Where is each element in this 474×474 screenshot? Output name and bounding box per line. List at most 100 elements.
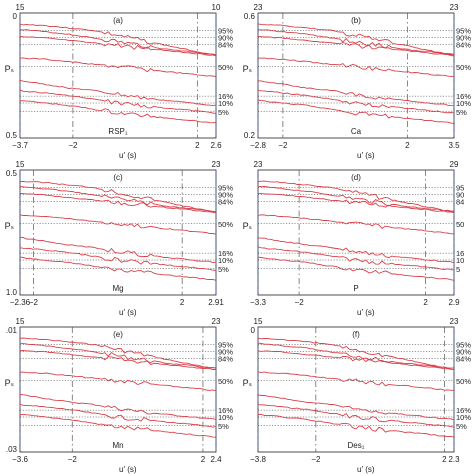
- y-tick-bottom: 0.5: [6, 131, 18, 140]
- pct-label-90: 90%: [218, 190, 233, 199]
- pct-label-10: 10%: [218, 256, 233, 265]
- y-tick-bottom: 1.0: [6, 288, 18, 297]
- top-tick-right: 23: [450, 3, 459, 12]
- top-tick-right: 23: [212, 317, 221, 326]
- series-name: Ca: [351, 127, 362, 136]
- y-axis-label: Pₛ: [5, 378, 14, 388]
- pct-label-5: 5%: [218, 265, 229, 274]
- pct-label-10: 10%: [218, 99, 233, 108]
- percentile-curve: [19, 214, 217, 235]
- panel-label: (d): [351, 173, 361, 182]
- percentile-curve: [257, 29, 455, 55]
- x-tick-1: −2: [311, 455, 321, 464]
- pct-label-95: 95%: [456, 27, 471, 36]
- percentile-curve: [19, 180, 217, 213]
- y-tick-top: 0.6: [244, 12, 256, 21]
- y-axis-label: Pₛ: [243, 64, 252, 74]
- pct-label-16: 16: [456, 249, 464, 258]
- x-tick-3: 3.5: [448, 141, 460, 150]
- panel-c: 15 23 (c) Mg 0.5 1.0 Pₛ −2.36 −2 2 2.91 …: [5, 160, 234, 317]
- y-tick-bottom: .03: [6, 445, 18, 454]
- x-tick-0: −3.7: [12, 141, 28, 150]
- percentile-curve: [257, 237, 455, 264]
- pct-label-95: 95%: [456, 341, 471, 350]
- x-tick-2: 2: [201, 455, 206, 464]
- pct-label-16: 16%: [218, 92, 233, 101]
- pct-label-5: 5%: [456, 108, 467, 117]
- series-name: Des₁: [348, 441, 365, 450]
- percentile-curve: [19, 371, 217, 392]
- percentile-curve: [257, 371, 455, 392]
- x-tick-2: 2: [180, 298, 185, 307]
- percentile-curve: [19, 256, 217, 281]
- percentile-curve: [257, 185, 455, 212]
- percentile-curve: [19, 337, 216, 370]
- x-tick-1: −2: [278, 141, 288, 150]
- percentile-curve: [257, 89, 455, 114]
- percentile-curve: [257, 256, 455, 281]
- series-name: Mn: [112, 441, 123, 450]
- x-tick-3: 2.9: [448, 298, 460, 307]
- x-tick-2: 2: [405, 141, 410, 150]
- x-tick-0: −3.6: [12, 455, 28, 464]
- top-tick-left: 15: [16, 160, 25, 169]
- percentile-curve: [19, 236, 217, 264]
- x-tick-1: −2: [68, 141, 78, 150]
- pct-label-90: 90%: [456, 347, 471, 356]
- x-tick-0: −2.36: [10, 298, 31, 307]
- top-tick-left: 23: [254, 3, 263, 12]
- percentile-curve: [257, 394, 455, 421]
- percentile-curve: [257, 337, 455, 370]
- panel-frame: [19, 326, 217, 453]
- top-tick-left: 23: [254, 160, 263, 169]
- y-tick-top: .01: [6, 326, 18, 335]
- pct-label-84: 84%: [456, 354, 471, 363]
- percentile-curve: [19, 403, 217, 428]
- top-tick-left: 15: [16, 3, 25, 12]
- x-axis-label: u′ (s): [119, 151, 137, 160]
- series-name: Mg: [112, 284, 123, 293]
- y-tick-top: 0: [251, 326, 256, 335]
- pct-label-16: 16%: [218, 406, 233, 415]
- panel-label: (b): [351, 16, 361, 25]
- percentile-curve: [19, 393, 217, 420]
- percentile-curve: [19, 100, 217, 124]
- percentile-curve: [257, 180, 455, 213]
- y-axis-label: Pₛ: [243, 221, 252, 231]
- percentile-curve: [257, 413, 455, 438]
- x-axis-label: u′ (s): [357, 308, 375, 317]
- panel-b: 23 23 (b) Ca 0.6 0.2 Pₛ −2.8 −2 2 3.5 u′…: [243, 3, 472, 160]
- pct-label-10: 10: [456, 256, 464, 265]
- pct-label-5: 5%: [218, 422, 229, 431]
- pct-label-50: 50%: [456, 63, 471, 72]
- pct-label-10: 10%: [456, 99, 471, 108]
- percentile-curve: [19, 29, 217, 56]
- panel-frame: [257, 326, 455, 453]
- pct-label-90: 90: [456, 190, 464, 199]
- x-tick-1: −2: [68, 455, 78, 464]
- pct-label-50: 50%: [218, 377, 233, 386]
- panel-f: 15 23 (f) Des₁ 0 Pₛ −3.8 −2 2 2.3 u′ (s)…: [243, 317, 472, 474]
- series-name: RSP₁: [108, 127, 127, 136]
- x-tick-0: −2.8: [250, 141, 266, 150]
- y-axis-label: Pₛ: [5, 64, 14, 74]
- pct-label-10: 10%: [456, 413, 471, 422]
- x-tick-1: −2: [29, 298, 39, 307]
- x-axis-label: u′ (s): [357, 465, 375, 474]
- y-axis-label: Pₛ: [243, 378, 252, 388]
- panel-a: 15 10 (a) RSP₁ 0 0.5 Pₛ −3.7 −2 2 2.6 u′…: [5, 3, 234, 160]
- x-tick-3: 2.91: [208, 298, 224, 307]
- x-tick-3: 2.3: [448, 455, 460, 464]
- percentile-curve: [19, 185, 217, 212]
- pct-label-10: 10%: [218, 413, 233, 422]
- pct-label-50: 50%: [218, 220, 233, 229]
- x-tick-3: 2.4: [210, 455, 222, 464]
- percentile-curve: [19, 79, 217, 107]
- pct-label-95: 95%: [218, 184, 233, 193]
- pct-label-50: 50%: [218, 63, 233, 72]
- percentile-curve: [257, 246, 455, 271]
- y-tick-top: 0.5: [6, 169, 18, 178]
- pct-label-84: 84%: [218, 354, 233, 363]
- panel-e: 15 23 (e) Mn .01 .03 Pₛ −3.6 −2 2 2.4 u′…: [5, 317, 234, 474]
- y-axis-label: Pₛ: [5, 221, 14, 231]
